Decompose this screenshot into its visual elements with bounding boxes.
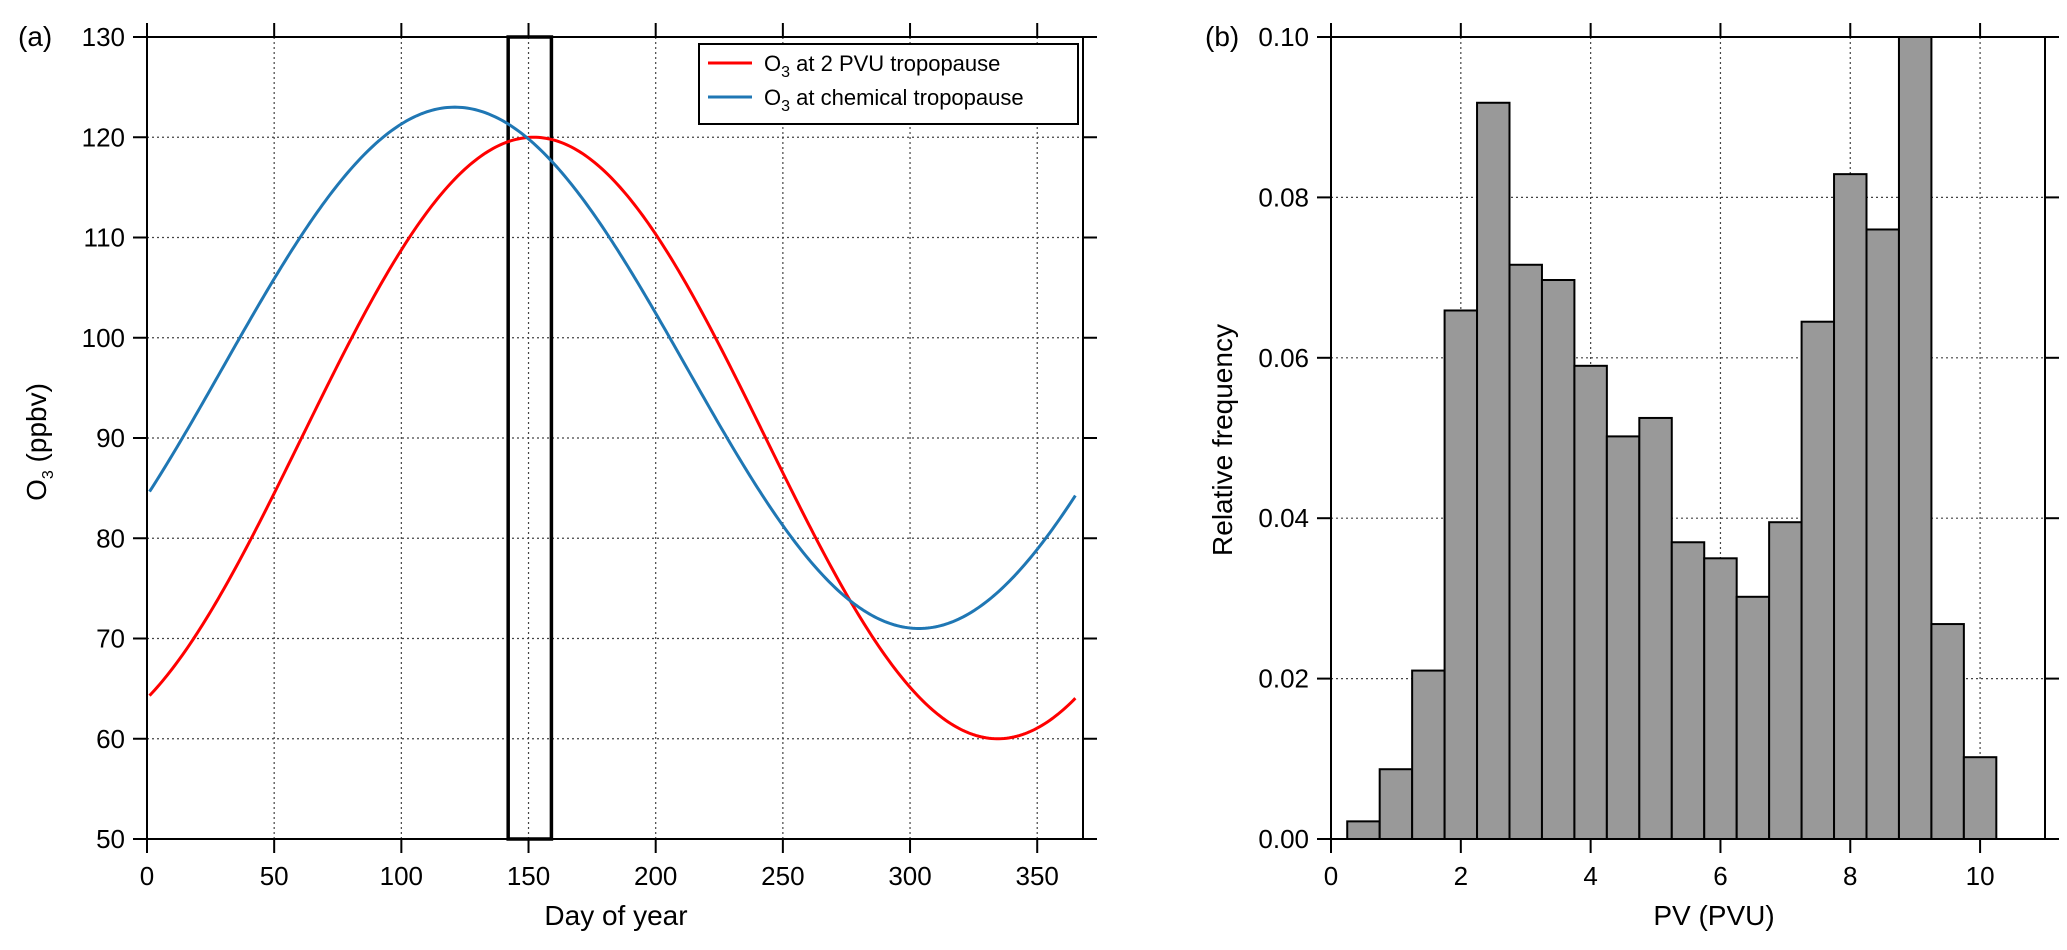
x-tick-label: 8 <box>1843 861 1857 891</box>
histogram-bar <box>1930 623 1965 841</box>
x-tick-label: 50 <box>260 861 289 891</box>
x-tick-label: 350 <box>1016 861 1059 891</box>
panel-a-legend: O3 at 2 PVU tropopause O3 at chemical tr… <box>698 43 1079 125</box>
histogram-bar <box>1540 279 1576 841</box>
histogram-bar <box>1670 541 1706 840</box>
series-line-1 <box>148 105 1077 630</box>
histogram-bar <box>1378 768 1414 841</box>
y-tick-label: 0.10 <box>1258 22 1309 52</box>
x-tick-label: 6 <box>1713 861 1727 891</box>
y-tick-label: 0.08 <box>1258 182 1309 212</box>
y-tick-label: 110 <box>84 223 125 253</box>
panel-b-label: (b) <box>1205 21 1239 52</box>
histogram-bar <box>1768 521 1803 841</box>
y-tick-label: 0.00 <box>1258 824 1309 854</box>
y-tick-label: 0.02 <box>1258 664 1309 694</box>
panel-a: (a) 0 50 100 150 200 250 300 350 50 60 70 80 90 100 11… <box>18 21 1097 931</box>
histogram-bar <box>1962 756 1998 840</box>
y-tick-label: 120 <box>82 122 125 152</box>
plot-frame <box>1330 36 2046 840</box>
panel-b-frame <box>1330 36 2046 840</box>
histogram-bar <box>1638 416 1673 840</box>
x-tick-label: 10 <box>1966 861 1995 891</box>
panel-a-highlight-box <box>506 35 554 841</box>
x-tick-label: 2 <box>1454 861 1468 891</box>
histogram-bar <box>1735 595 1771 841</box>
x-tick-label: 150 <box>507 861 550 891</box>
panel-a-ticks: 0 50 100 150 200 250 300 350 50 60 70 80 90 100 110 120… <box>82 22 1097 891</box>
panel-a-series <box>148 105 1077 741</box>
x-tick-label: 0 <box>1324 861 1338 891</box>
panel-b-y-axis-label: Relative frequency <box>1207 324 1238 556</box>
x-tick-label: 300 <box>888 861 931 891</box>
x-tick-label: 4 <box>1583 861 1597 891</box>
highlight-rect <box>506 35 554 841</box>
y-tick-label: 80 <box>96 523 125 553</box>
y-tick-label: 90 <box>96 423 125 453</box>
histogram-bar <box>1573 364 1608 840</box>
panel-a-y-axis-label: O3 (ppbv) <box>21 383 57 501</box>
legend-label-chemical: O3 at chemical tropopause <box>764 85 1024 115</box>
x-tick-label: 0 <box>140 861 154 891</box>
panel-a-label: (a) <box>18 21 52 52</box>
series-line-0 <box>148 135 1077 741</box>
panel-b-ticks: 0 2 4 6 8 10 0.00 0.02 0.04 0.06 0.08 0.10 <box>1258 22 2059 891</box>
panel-b-bars <box>1346 36 1998 841</box>
y-tick-label: 100 <box>82 323 125 353</box>
y-tick-label: 70 <box>96 624 125 654</box>
legend-box <box>698 43 1079 125</box>
histogram-bar <box>1800 320 1836 840</box>
x-tick-label: 100 <box>380 861 423 891</box>
histogram-bar <box>1346 820 1381 841</box>
y-tick-label: 0.06 <box>1258 343 1309 373</box>
histogram-bar <box>1605 435 1641 840</box>
y-tick-label: 60 <box>96 724 125 754</box>
y-tick-label: 50 <box>96 824 125 854</box>
x-tick-label: 250 <box>761 861 804 891</box>
y-tick-label: 0.04 <box>1258 503 1309 533</box>
histogram-bar <box>1476 101 1511 841</box>
x-tick-label: 200 <box>634 861 677 891</box>
histogram-bar <box>1703 557 1738 840</box>
histogram-bar <box>1443 309 1479 840</box>
histogram-bar <box>1508 263 1543 840</box>
histogram-bar <box>1411 669 1446 841</box>
legend-label-2pvu: O3 at 2 PVU tropopause <box>764 51 1000 81</box>
y-tick-label: 130 <box>82 22 125 52</box>
panel-b: (b) 0 2 4 6 8 10 0.00 0.02 0.04 0.06 0.08 0.10 PV (… <box>1205 21 2059 931</box>
panel-b-x-axis-label: PV (PVU) <box>1653 900 1774 931</box>
histogram-bar <box>1865 228 1900 841</box>
panel-a-x-axis-label: Day of year <box>544 900 687 931</box>
histogram-bar <box>1897 36 1933 840</box>
histogram-bar <box>1833 173 1868 840</box>
